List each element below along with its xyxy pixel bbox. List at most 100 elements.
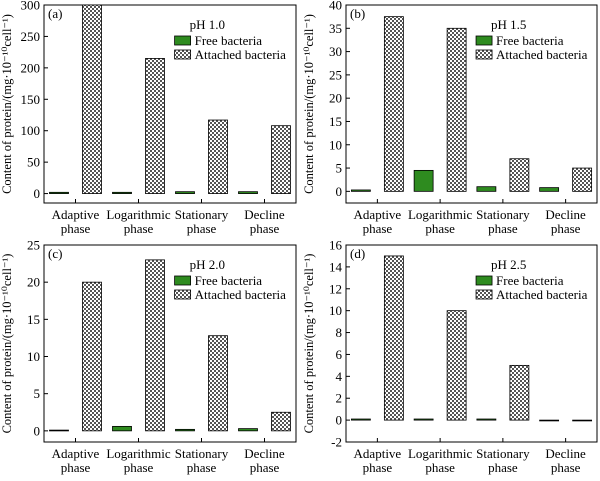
chart-panel-1: 0 50 100 150 200 250 300 Adaptive phaseLogarithm… — [0, 0, 297, 236]
legend-label-free: Free bacteria — [195, 273, 263, 288]
y-tick-label: 0 — [34, 423, 41, 438]
x-tick-label: Logarithmic phase — [106, 207, 170, 236]
legend-title: pH 1.0 — [190, 17, 225, 32]
y-tick-label: 12 — [329, 281, 342, 296]
x-tick-label: Stationary phase — [175, 207, 229, 236]
panel-label: (c) — [48, 246, 62, 261]
y-tick-label: 0 — [34, 186, 41, 201]
y-tick-label: 15 — [27, 312, 40, 327]
legend-title: pH 2.0 — [190, 257, 225, 272]
y-axis-label: Content of protein/(mg·10⁻¹⁰cell⁻¹) — [302, 254, 316, 434]
y-tick-label: 10 — [329, 137, 342, 152]
bar-attached-bacteria — [572, 167, 593, 192]
x-tick-label: Adaptive phase — [354, 446, 402, 475]
legend-label-attached: Attached bacteria — [496, 287, 588, 302]
y-tick-label: 10 — [329, 303, 342, 318]
bar-free-bacteria — [413, 418, 434, 421]
legend-swatch-free — [174, 275, 192, 286]
chart-panel-2: 0 5 10 15 20 25 30 35 40 Adaptive phaseLogarithmic… — [302, 0, 598, 236]
x-tick-label: Adaptive phase — [354, 207, 402, 236]
y-tick-label: 100 — [21, 123, 41, 138]
bar-free-bacteria — [539, 419, 560, 422]
x-tick-label: Decline phase — [244, 446, 285, 475]
bar-free-bacteria — [539, 187, 560, 192]
bar-free-bacteria — [476, 186, 497, 192]
legend-label-free: Free bacteria — [496, 273, 564, 288]
y-tick-label: -2 — [331, 435, 342, 450]
y-tick-label: 300 — [21, 0, 41, 13]
y-tick-label: 20 — [329, 91, 342, 106]
legend-swatch-attached — [174, 289, 192, 300]
bar-free-bacteria — [238, 191, 258, 194]
y-tick-label: 0 — [336, 413, 343, 428]
y-tick-label: 15 — [329, 114, 342, 129]
bar-free-bacteria — [175, 428, 195, 432]
y-tick-label: 14 — [329, 259, 343, 274]
bar-free-bacteria — [238, 428, 258, 432]
y-tick-label: 8 — [336, 325, 343, 340]
bar-attached-bacteria — [82, 281, 102, 432]
x-tick-label: Adaptive phase — [52, 207, 100, 236]
panel-label: (b) — [350, 6, 365, 21]
legend-swatch-attached — [475, 289, 493, 300]
y-axis-label: Content of protein/(mg·10⁻¹⁰cell⁻¹) — [0, 14, 14, 194]
y-tick-label: 2 — [336, 391, 343, 406]
plot-frame — [345, 4, 598, 204]
bar-free-bacteria — [350, 418, 371, 421]
y-axis-label: Content of protein/(mg·10⁻¹⁰cell⁻¹) — [302, 14, 316, 194]
bar-free-bacteria — [476, 418, 497, 421]
y-tick-label: 16 — [329, 238, 343, 253]
x-tick-label: Logarithmic phase — [106, 446, 170, 475]
x-tick-label: Stationary phase — [476, 446, 530, 475]
x-tick-label: Adaptive phase — [52, 446, 100, 475]
y-tick-label: 25 — [329, 67, 342, 82]
legend-swatch-free — [174, 35, 192, 46]
legend-label-attached: Attached bacteria — [195, 287, 287, 302]
y-tick-label: 35 — [329, 21, 342, 36]
bar-attached-bacteria — [271, 411, 291, 432]
x-tick-label: Decline phase — [545, 446, 586, 475]
y-tick-label: 40 — [329, 0, 342, 13]
x-tick-label: Decline phase — [244, 207, 285, 236]
plot-frame — [43, 4, 297, 204]
bar-attached-bacteria — [145, 259, 165, 432]
y-tick-label: 30 — [329, 44, 342, 59]
x-tick-label: Logarithmic phase — [408, 446, 472, 475]
legend-swatch-free — [475, 275, 493, 286]
y-tick-label: 150 — [21, 92, 41, 107]
y-tick-label: 50 — [27, 155, 40, 170]
bar-attached-bacteria — [271, 125, 291, 194]
legend-title: pH 2.5 — [491, 257, 526, 272]
plot-frame — [43, 244, 297, 443]
y-tick-label: 10 — [27, 349, 40, 364]
y-tick-label: 5 — [34, 386, 41, 401]
plot-frame — [345, 244, 598, 443]
bar-free-bacteria — [49, 429, 69, 432]
bar-attached-bacteria — [208, 335, 228, 432]
bar-attached-bacteria — [572, 419, 593, 422]
bar-free-bacteria — [49, 191, 69, 194]
bar-free-bacteria — [350, 189, 371, 192]
bar-attached-bacteria — [446, 27, 467, 192]
panel-label: (d) — [350, 246, 365, 261]
y-tick-label: 20 — [27, 275, 40, 290]
bar-attached-bacteria — [446, 310, 467, 421]
bar-free-bacteria — [112, 191, 132, 194]
bar-free-bacteria — [413, 169, 434, 192]
y-tick-label: 6 — [336, 347, 343, 362]
panel-label: (a) — [48, 6, 62, 21]
y-tick-label: 200 — [21, 60, 41, 75]
y-axis-label: Content of protein/(mg·10⁻¹⁰cell⁻¹) — [0, 254, 14, 434]
legend-label-free: Free bacteria — [496, 33, 564, 48]
bar-attached-bacteria — [383, 16, 404, 192]
bar-free-bacteria — [175, 191, 195, 194]
bar-attached-bacteria — [383, 255, 404, 421]
legend-label-free: Free bacteria — [195, 33, 263, 48]
bar-attached-bacteria — [145, 58, 165, 194]
y-tick-label: 4 — [336, 369, 343, 384]
legend-label-attached: Attached bacteria — [496, 47, 588, 62]
y-tick-label: 0 — [336, 184, 343, 199]
legend-label-attached: Attached bacteria — [195, 47, 287, 62]
